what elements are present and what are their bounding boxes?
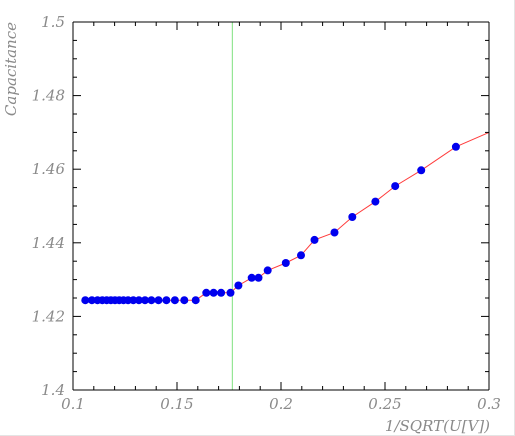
y-tick-label: 1.5 [41, 13, 65, 31]
data-point [87, 296, 96, 305]
data-point [180, 296, 189, 305]
data-point [170, 296, 179, 305]
plot-area [73, 22, 489, 390]
data-point [348, 213, 357, 221]
x-tick-label: 0.2 [269, 395, 293, 413]
data-point [330, 228, 339, 237]
data-point [202, 288, 211, 297]
data-point [281, 259, 290, 267]
y-axis-label: Capacitance [2, 22, 20, 116]
data-point [147, 296, 156, 305]
data-point [310, 235, 319, 244]
y-tick-label: 1.44 [32, 234, 65, 252]
data-point [129, 296, 138, 305]
data-point [247, 273, 256, 282]
data-point [391, 182, 400, 191]
data-point [154, 296, 163, 305]
data-point [254, 273, 263, 282]
y-tick-label: 1.46 [32, 160, 66, 178]
x-tick-label: 0.3 [477, 395, 501, 413]
data-point [297, 251, 305, 260]
x-axis-label: 1/SQRT(U[V]) [385, 417, 490, 435]
data-point [81, 296, 90, 305]
x-tick-label: 0.1 [61, 395, 85, 413]
data-point [162, 296, 171, 305]
x-tick-label: 0.25 [368, 395, 401, 413]
y-tick-label: 1.42 [32, 307, 65, 325]
y-tick-label: 1.48 [32, 87, 65, 105]
data-point [263, 266, 272, 275]
data-point [134, 296, 143, 305]
data-point [371, 197, 380, 206]
data-point [451, 142, 460, 151]
data-point [209, 288, 218, 297]
y-tick-label: 1.4 [41, 381, 65, 399]
data-point [417, 166, 426, 175]
data-point [141, 296, 149, 305]
x-tick-label: 0.15 [160, 395, 193, 413]
data-point [234, 281, 243, 290]
data-point [217, 288, 226, 297]
data-point [226, 288, 235, 297]
data-point [191, 296, 200, 305]
